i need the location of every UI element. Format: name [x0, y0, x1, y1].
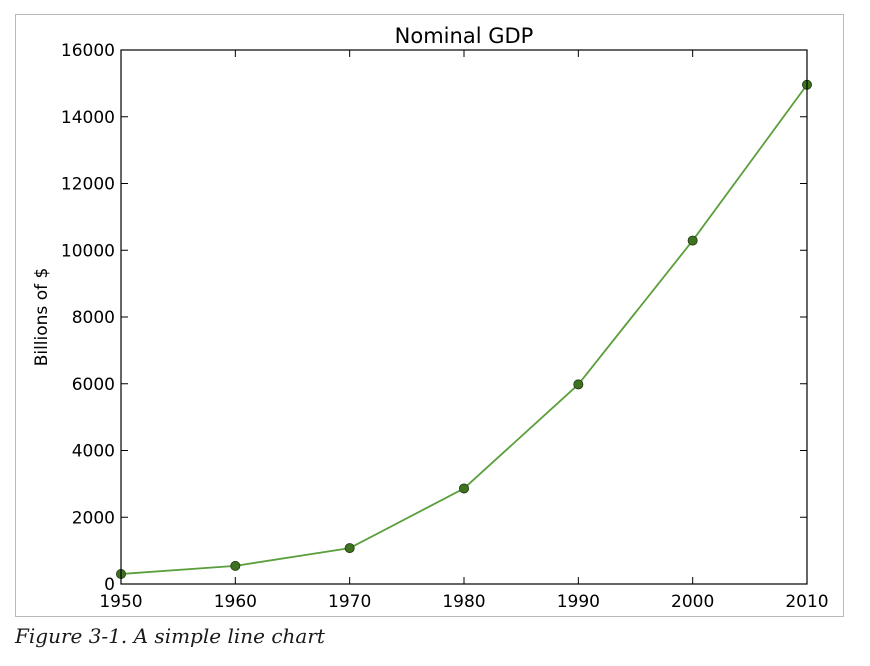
plot-area: [121, 50, 807, 584]
x-tick-label-2010: 2010: [785, 592, 828, 612]
plot-frame: [120, 49, 808, 585]
y-tick-label-14000: 14000: [61, 108, 115, 128]
x-tick-label-1950: 1950: [99, 592, 142, 612]
y-tick-label-2000: 2000: [72, 508, 115, 528]
y-tick-label-10000: 10000: [61, 241, 115, 261]
data-point-1990: [573, 379, 584, 390]
x-tick-label-1970: 1970: [328, 592, 371, 612]
tick-labels: 1950 1960 1970 1980 1990 2000 2010 0 2000 4000 600…: [61, 41, 829, 612]
y-tick-label-0: 0: [104, 575, 115, 595]
y-tick-label-16000: 16000: [61, 41, 115, 61]
y-tick-label-4000: 4000: [72, 442, 115, 462]
y-tick-label-8000: 8000: [72, 308, 115, 328]
data-point-1970: [344, 543, 355, 554]
line-chart: Nominal GDP Billions of $ 1950 1960 1970 19…: [32, 24, 829, 612]
data-point-2000: [687, 235, 698, 246]
data-point-1980: [458, 483, 469, 494]
y-tick-label-6000: 6000: [72, 375, 115, 395]
chart-title: Nominal GDP: [395, 24, 534, 48]
figure-caption: Figure 3-1. A simple line chart: [15, 624, 325, 648]
x-tick-label-1990: 1990: [557, 592, 600, 612]
y-axis-label: Billions of $: [32, 268, 52, 367]
y-tick-label-12000: 12000: [61, 175, 115, 195]
x-tick-label-2000: 2000: [671, 592, 714, 612]
x-tick-label-1960: 1960: [214, 592, 257, 612]
data-point-1960: [230, 560, 241, 571]
x-tick-label-1980: 1980: [442, 592, 485, 612]
